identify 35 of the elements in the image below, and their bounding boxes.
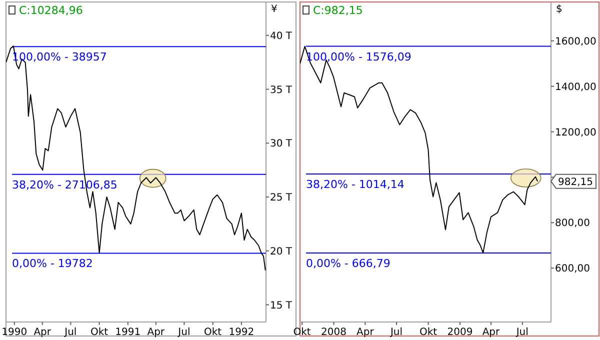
y-tick-label: 30 T bbox=[270, 138, 293, 150]
x-tick-label: 1992 bbox=[228, 327, 254, 338]
y-tick-label: 40 T bbox=[270, 30, 293, 42]
x-tick-label: Apr bbox=[356, 327, 375, 338]
x-tick-label: Jul bbox=[177, 327, 190, 338]
y-tick-label: 1400,00 bbox=[555, 82, 596, 93]
x-tick-label: Jul bbox=[64, 327, 77, 338]
chart-title: C:982,15 bbox=[313, 4, 363, 17]
x-tick-label: Okt bbox=[90, 327, 108, 338]
annotation: 38,20% - 1014,14 bbox=[306, 178, 404, 192]
x-tick-label: Jul bbox=[515, 327, 528, 338]
y-tick-label: 35 T bbox=[270, 84, 293, 96]
x-tick-label: 2009 bbox=[447, 327, 473, 338]
x-tick-label: Jul bbox=[390, 327, 403, 338]
y-tick-label: 15 T bbox=[270, 300, 293, 312]
y-tick-label: 20 T bbox=[270, 246, 293, 258]
annotation: 0,00% - 19782 bbox=[12, 257, 93, 270]
x-tick-label: Okt bbox=[419, 327, 438, 338]
chart-title: C:10284,96 bbox=[19, 4, 83, 17]
x-tick-label: Apr bbox=[147, 327, 166, 338]
x-tick-label: 1990 bbox=[2, 327, 28, 338]
annotation: 0,00% - 666,79 bbox=[306, 256, 390, 270]
y-tick-label: 25 T bbox=[270, 192, 293, 204]
x-tick-label: Okt bbox=[204, 327, 222, 338]
y-tick-label: 800,00 bbox=[555, 218, 590, 230]
x-tick-label: 2008 bbox=[321, 327, 347, 338]
y-tick-label: 1200,00 bbox=[555, 127, 596, 138]
text: 982,15 bbox=[558, 176, 593, 188]
x-tick-label: Apr bbox=[482, 327, 501, 338]
x-tick-label: Apr bbox=[34, 327, 52, 338]
y-tick-label: 1600,00 bbox=[555, 36, 596, 48]
x-tick-label: 1991 bbox=[115, 327, 141, 338]
y-axis-title: ¥ bbox=[271, 4, 278, 15]
y-tick-label: 600,00 bbox=[555, 264, 590, 275]
y-axis-title: $ bbox=[556, 4, 562, 15]
